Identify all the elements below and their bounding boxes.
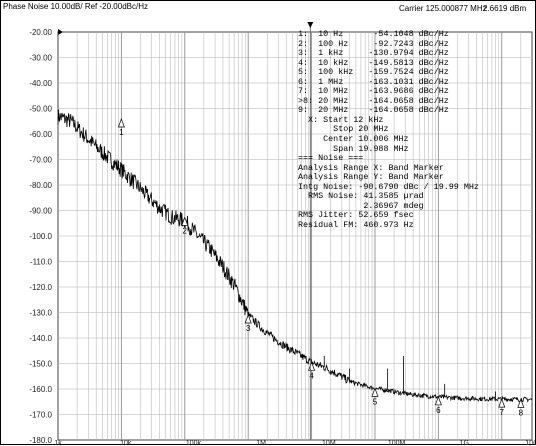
marker-triangle [181, 216, 189, 226]
x-tick-label: 1k [54, 440, 62, 446]
y-tick-label: -170.0 [29, 411, 52, 420]
y-tick-label: -110.0 [30, 258, 53, 267]
readout-line: Residual FM: 460.973 Hz [298, 219, 414, 230]
y-tick-label: -40.00 [29, 79, 52, 88]
y-tick-label: -30.00 [29, 54, 52, 63]
y-tick-label: -60.00 [29, 130, 52, 139]
readout-line: >8: 20 MHz -164.0658 dBc/Hz [298, 95, 449, 106]
header-scale-label: Phase Noise 10.00dB/ Ref -20.00dBc/Hz [3, 2, 148, 11]
readout-line: Intg Noise: -90.6790 dBc / 19.99 MHz [298, 181, 479, 192]
marker-label: 7 [500, 408, 505, 417]
x-tick-label: 10M [322, 440, 336, 446]
marker-triangle [371, 387, 379, 397]
readout-line: RMS Jitter: 52.659 fsec [298, 210, 414, 221]
readout-line: 1: 10 Hz -54.1048 dBc/Hz [298, 29, 449, 39]
marker-label: 5 [373, 397, 378, 406]
marker-label: 1 [119, 128, 124, 137]
marker-triangle [244, 314, 252, 324]
ref-level-arrow-icon [58, 29, 63, 35]
readout-line: 9: 20 MHz -164.0658 dBc/Hz [298, 105, 449, 116]
readout-line: 3: 1 kHz -130.9794 dBc/Hz [298, 48, 449, 59]
active-marker-arrow-icon [307, 22, 314, 28]
x-tick-label: 1G [460, 440, 469, 446]
readout-line: Center 10.006 MHz [298, 134, 409, 145]
marker-triangle [498, 398, 506, 408]
readout-line: Stop 20 MHz [298, 124, 389, 135]
y-tick-label: -50.00 [29, 105, 52, 114]
y-tick-label: -90.00 [29, 207, 52, 216]
header-carrier: Carrier 125.000877 MHz [399, 4, 487, 13]
readout-line: 4: 10 kHz -149.5813 dBc/Hz [298, 57, 449, 68]
marker-label: 8 [519, 408, 524, 417]
marker-triangle [517, 398, 525, 408]
y-tick-label: -100.0 [29, 232, 52, 241]
x-tick-label: 100k [186, 440, 202, 446]
readout-line: 6: 1 MHz -163.1031 dBc/Hz [298, 76, 449, 87]
header-power: 2.6619 dBm [483, 4, 527, 13]
y-tick-label: -80.00 [29, 181, 52, 190]
y-tick-label: -180.0 [29, 436, 52, 445]
marker-triangle [434, 395, 442, 406]
y-tick-label: -120.0 [29, 283, 52, 292]
y-tick-label: -150.0 [29, 360, 52, 369]
readout-line: X: Start 12 kHz [298, 114, 384, 125]
readout-line: 2.36967 mdeg [298, 200, 424, 211]
readout-line: Analysis Range Y: Band Marker [298, 172, 444, 183]
readout-line: RMS Noise: 41.3585 µrad [298, 191, 424, 202]
marker-label: 6 [436, 406, 441, 415]
marker-triangle [117, 117, 125, 128]
y-tick-label: -160.0 [29, 385, 52, 394]
y-tick-label: -130.0 [29, 309, 52, 318]
trace-line [57, 109, 533, 403]
y-tick-label: -70.00 [29, 156, 52, 165]
marker-readout-panel: 1: 10 Hz -54.1048 dBc/Hz 2: 100 Hz -92.72… [298, 29, 479, 230]
x-tick-label: 10G [525, 440, 536, 446]
y-tick-label: -20.00 [29, 28, 52, 37]
readout-line: Span 19.988 MHz [298, 143, 409, 154]
x-tick-label: 1M [256, 440, 266, 446]
x-tick-label: 100M [388, 440, 406, 446]
marker-label: 3 [246, 324, 251, 333]
readout-line: 2: 100 Hz -92.7243 dBc/Hz [298, 38, 449, 49]
y-tick-label: -140.0 [29, 334, 52, 343]
marker-label: 2 [183, 226, 188, 235]
marker-label: 4 [309, 371, 314, 380]
readout-line: 5: 100 kHz -159.7524 dBc/Hz [298, 67, 449, 78]
readout-line: 7: 10 MHz -163.9686 dBc/Hz [298, 86, 449, 97]
x-tick-label: 10k [120, 440, 132, 446]
readout-line: === Noise === [298, 153, 364, 164]
readout-line: Analysis Range X: Band Marker [298, 162, 444, 173]
